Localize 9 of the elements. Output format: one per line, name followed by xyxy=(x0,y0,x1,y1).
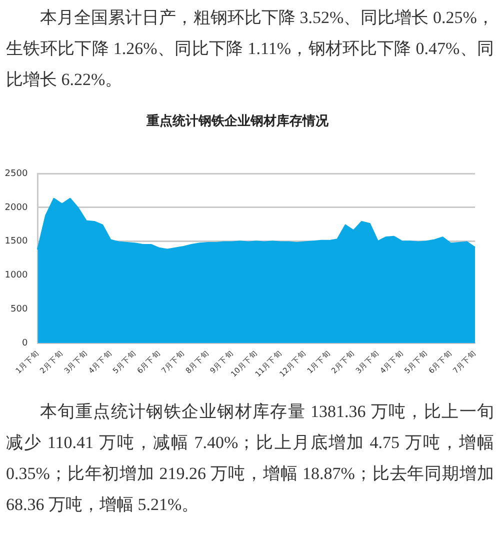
y-tick-label: 500 xyxy=(10,304,28,314)
text: 本旬重点统计钢铁企业钢材库存量 1381.36 万吨，比上一旬减少 110.41 万吨，减幅 7.40%；比上月底增加 4.75 万吨，增幅 0.35%；比年初增加 219.26 万吨，增幅 18.87%；比去年同期增加 68.36 万吨，增幅 5.21%。 xyxy=(6,401,494,516)
y-tick-label: 1500 xyxy=(4,236,28,247)
y-tick-label: 0 xyxy=(22,338,28,348)
y-tick-label: 1000 xyxy=(4,270,28,281)
text: 本月全国累计日产，粗钢环比下降 3.52%、同比增长 0.25%，生铁环比下降 1.26%、同比下降 1.11%，钢材环比下降 0.47%、同比增长 6.22%。 xyxy=(6,7,494,91)
chart-title: 重点统计钢铁企业钢材库存情况 xyxy=(146,113,330,130)
y-tick-label: 2500 xyxy=(4,168,28,179)
y-tick-label: 2000 xyxy=(4,202,28,213)
